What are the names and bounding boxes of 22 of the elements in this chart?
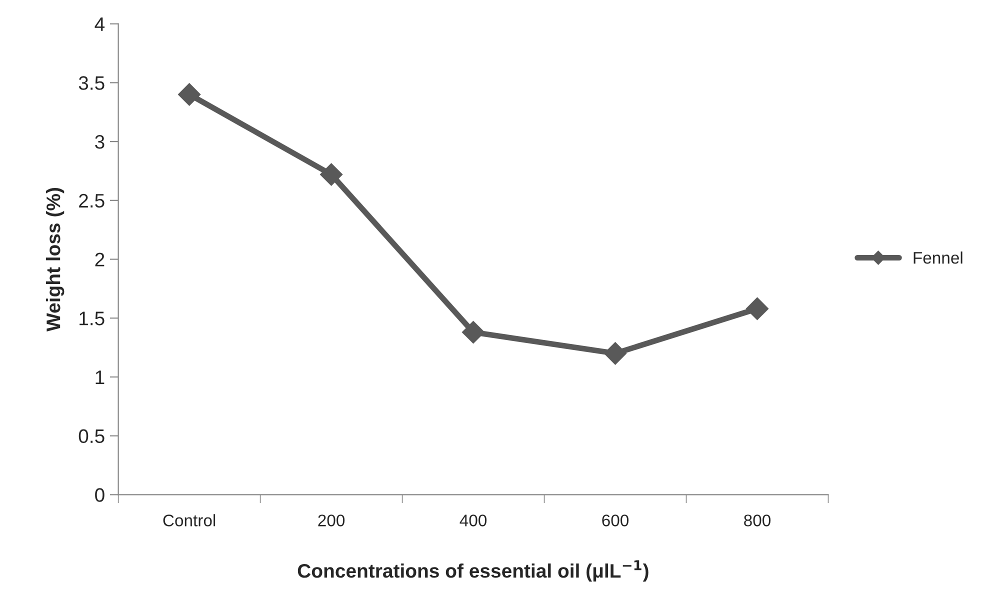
y-tick-label: 0.5 bbox=[78, 429, 104, 444]
y-tick-label: 2 bbox=[95, 252, 104, 266]
y-axis-title: Weight loss (%) bbox=[46, 188, 64, 332]
y-tick-label: 4 bbox=[94, 18, 105, 31]
point bbox=[178, 83, 201, 106]
x-tick-label: Control bbox=[163, 514, 216, 526]
y-tick-label: 2.5 bbox=[79, 194, 104, 208]
x-tick-label: 600 bbox=[602, 514, 629, 526]
point bbox=[604, 342, 627, 365]
y-tick-label: 0 bbox=[95, 488, 104, 502]
point bbox=[746, 297, 769, 320]
point bbox=[320, 163, 343, 186]
x-axis-title: Concentrations of essential oil (μlL$^{−1}$) bbox=[298, 560, 648, 582]
x-tick-label: 200 bbox=[318, 514, 345, 526]
legend-label: Fennel bbox=[914, 251, 962, 264]
point bbox=[462, 320, 485, 344]
y-tick-label: 1 bbox=[96, 370, 104, 384]
x-tick-label: 800 bbox=[744, 514, 770, 526]
y-tick-label: 3 bbox=[95, 135, 104, 149]
y-tick-label: 1.5 bbox=[80, 312, 104, 326]
y-tick-label: 3.5 bbox=[78, 76, 104, 90]
x-tick-label: 400 bbox=[460, 514, 487, 526]
